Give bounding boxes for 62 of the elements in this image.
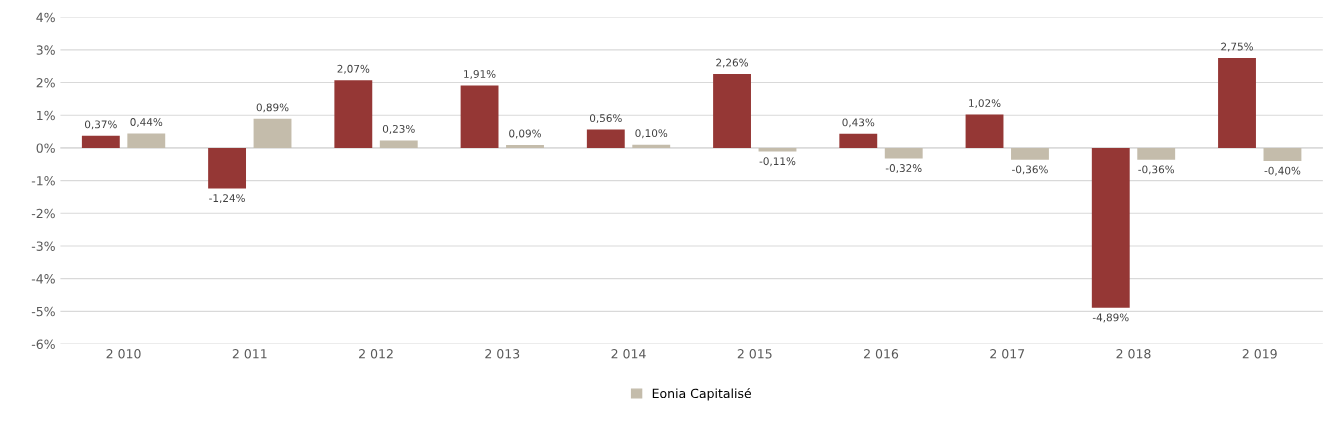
data-label: 0,09% — [509, 129, 541, 139]
y-tick-label: -2% — [31, 208, 55, 219]
bar — [586, 129, 625, 148]
data-label: 0,44% — [130, 118, 163, 128]
bar — [1263, 147, 1302, 161]
data-label: 0,43% — [842, 118, 875, 128]
bar — [1011, 147, 1049, 160]
x-tick-label: 2 015 — [737, 349, 772, 359]
bar — [334, 80, 373, 148]
legend-label: Eonia Capitalisé — [652, 387, 752, 401]
x-tick-label: 2 013 — [485, 349, 520, 359]
x-tick-label: 2 012 — [359, 349, 393, 359]
bar — [965, 114, 1004, 148]
x-tick-label: 2 010 — [106, 349, 141, 359]
y-tick-label: 3% — [36, 45, 55, 55]
bar — [713, 74, 751, 148]
x-tick-label: 2 011 — [232, 349, 267, 359]
data-label: 2,75% — [1221, 42, 1253, 52]
data-label: -0,36% — [1138, 165, 1175, 175]
data-label: 1,91% — [464, 70, 496, 79]
data-label: 0,56% — [589, 114, 622, 124]
y-tick-label: -1% — [31, 176, 55, 186]
data-label: 0,23% — [382, 124, 415, 134]
data-label: -0,36% — [1012, 165, 1048, 175]
data-label: -0,11% — [759, 157, 796, 167]
bar — [460, 85, 499, 148]
y-tick-label: -4% — [31, 274, 55, 284]
y-tick-label: -3% — [31, 241, 55, 251]
data-label: 1,02% — [969, 99, 1001, 109]
x-tick-label: 2 018 — [1116, 349, 1151, 359]
bar — [839, 133, 878, 148]
bar — [1137, 147, 1176, 160]
data-label: -4,89% — [1092, 313, 1129, 323]
data-label: 2,07% — [337, 64, 370, 74]
data-label: 0,37% — [84, 120, 117, 130]
y-tick-label: 0% — [36, 143, 55, 153]
y-tick-label: -5% — [31, 306, 55, 317]
y-tick-label: 2% — [36, 78, 55, 88]
data-label: -0,32% — [885, 164, 922, 174]
data-label: 2,26% — [716, 58, 749, 68]
bar — [632, 144, 671, 148]
bar — [884, 147, 923, 159]
bar — [1091, 147, 1130, 308]
data-label: -0,40% — [1264, 166, 1301, 176]
bar — [208, 147, 247, 189]
y-tick-label: 1% — [37, 110, 55, 121]
x-tick-label: 2 019 — [1242, 349, 1277, 359]
y-tick-label: -6% — [31, 339, 55, 349]
bar — [127, 133, 166, 148]
bar — [81, 135, 120, 148]
bar — [253, 118, 292, 148]
bar — [758, 147, 797, 152]
x-tick-label: 2 017 — [990, 349, 1025, 359]
bar — [506, 144, 544, 148]
bar — [1218, 58, 1256, 148]
bar — [379, 140, 418, 148]
y-tick-label: 4% — [36, 12, 55, 23]
x-tick-label: 2 016 — [864, 349, 899, 359]
x-tick-label: 2 014 — [611, 349, 646, 359]
data-label: 0,10% — [635, 129, 668, 139]
data-label: 0,89% — [256, 103, 289, 113]
data-label: -1,24% — [209, 194, 245, 204]
